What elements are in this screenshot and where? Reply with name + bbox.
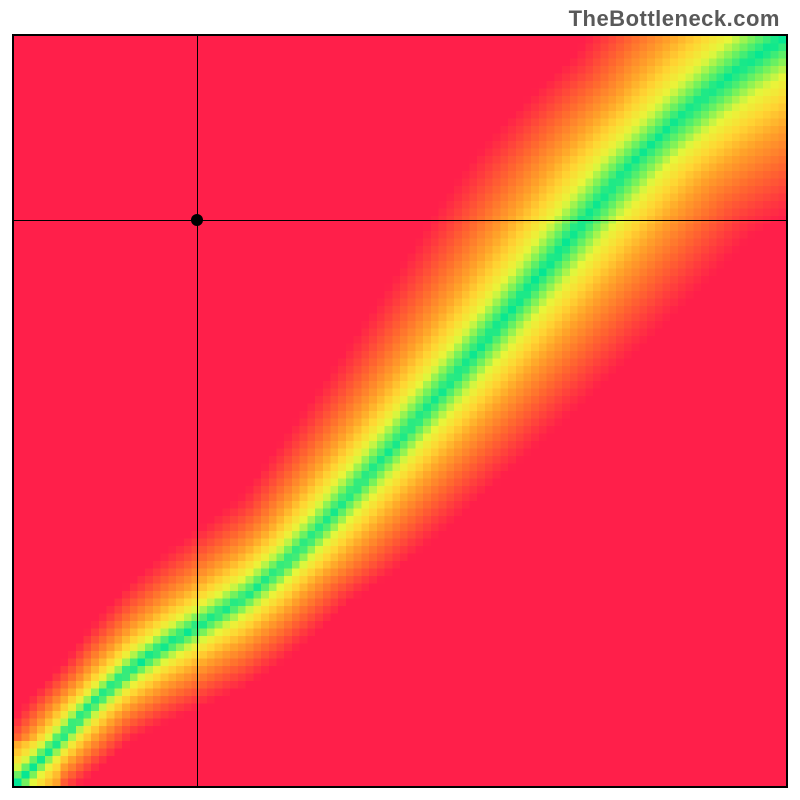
crosshair-vertical [197,36,199,786]
heatmap-canvas [14,36,786,786]
heatmap-plot [12,34,788,788]
crosshair-horizontal [14,220,786,222]
data-point-marker [191,214,203,226]
watermark-text: TheBottleneck.com [569,6,780,32]
